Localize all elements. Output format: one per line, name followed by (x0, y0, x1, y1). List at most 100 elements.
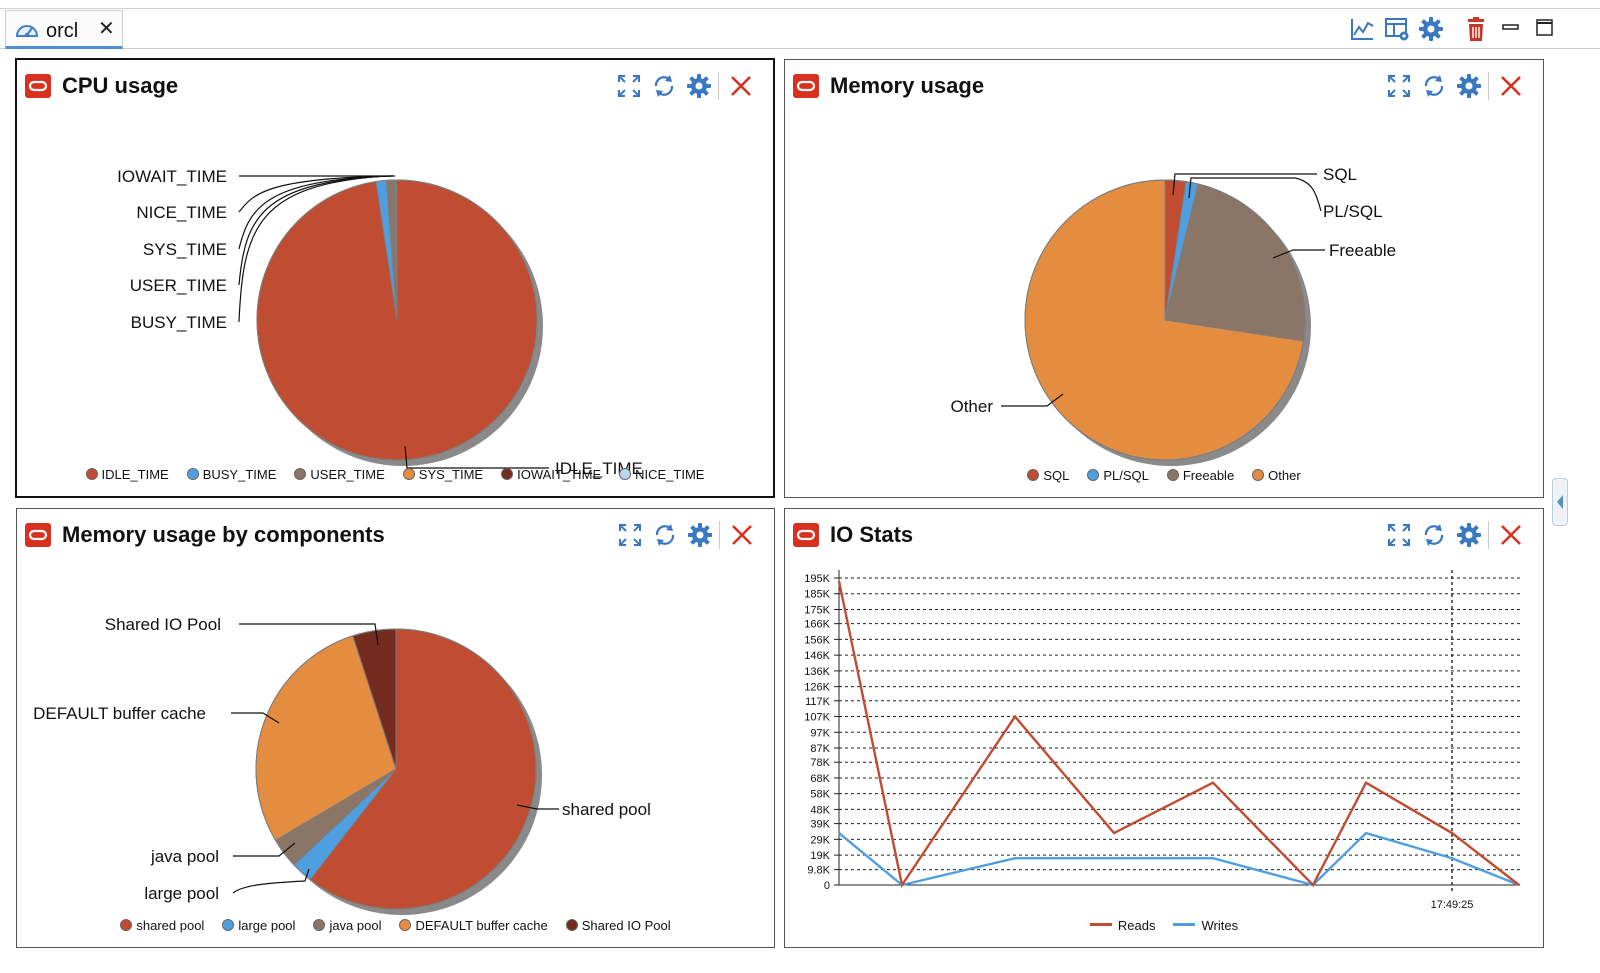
chart-line-icon[interactable] (1348, 15, 1376, 43)
pie-outline (256, 179, 538, 461)
maximize-icon[interactable] (1532, 15, 1560, 43)
legend-label: Freeable (1182, 468, 1235, 484)
chevron-left-icon (1557, 495, 1563, 509)
gear-icon[interactable] (1455, 72, 1483, 100)
oracle-logo-icon (793, 74, 819, 98)
legend-swatch (186, 468, 199, 481)
legend-item-sys-time[interactable]: SYS_TIME (402, 467, 484, 483)
panel-header: IO Stats (793, 519, 1535, 551)
label-leader-line (232, 868, 310, 894)
tab-label: orcl (46, 20, 79, 42)
gear-icon[interactable] (1417, 15, 1445, 43)
gear-icon[interactable] (685, 72, 713, 100)
legend-item-large-pool[interactable]: large pool (222, 918, 295, 933)
panel-title: CPU usage (62, 73, 179, 98)
y-tick-label: 48K (810, 804, 830, 816)
gear-icon[interactable] (1455, 521, 1483, 549)
legend-swatch (565, 919, 578, 932)
y-tick-label: 156K (804, 634, 830, 646)
y-tick-label: 97K (810, 727, 830, 739)
legend-label: Other (1268, 468, 1301, 484)
tab-close-icon[interactable]: ✕ (98, 18, 115, 40)
expand-icon[interactable] (615, 72, 643, 100)
panel-actions (1385, 519, 1535, 551)
close-icon[interactable] (1497, 521, 1525, 549)
pie-label-sql: SQL (1323, 165, 1357, 184)
series-line-reads[interactable] (837, 580, 1520, 889)
legend-item-busy-time[interactable]: BUSY_TIME (186, 467, 276, 482)
pie-label-pl-sql: PL/SQL (1323, 202, 1383, 221)
legend-item-freeable[interactable]: Freeable (1166, 468, 1235, 484)
tab-orcl[interactable]: orcl ✕ (5, 10, 123, 49)
y-tick-label: 136K (804, 666, 830, 678)
legend-label: large pool (238, 918, 296, 934)
legend-label: PL/SQL (1103, 468, 1149, 484)
memory-components-panel: Memory usage by components Shared IO Pool… (16, 508, 775, 948)
expand-icon[interactable] (1385, 521, 1413, 549)
y-tick-label: 185K (804, 589, 830, 601)
refresh-icon[interactable] (1420, 72, 1448, 100)
legend-swatch (1087, 469, 1100, 482)
gear-icon[interactable] (686, 521, 714, 549)
panel-header: Memory usage (793, 70, 1535, 102)
legend-item-shared-io-pool[interactable]: Shared IO Pool (565, 918, 671, 933)
y-tick-label: 0 (824, 880, 830, 892)
legend-item-reads[interactable]: Reads (1089, 918, 1155, 933)
legend-label: SYS_TIME (418, 467, 484, 483)
legend-item-default-buffer-cache[interactable]: DEFAULT buffer cache (399, 918, 548, 933)
dashboard-gauge-icon (15, 25, 39, 37)
legend-swatch (1252, 469, 1265, 482)
label-leader-line (238, 175, 392, 250)
legend-item-java-pool[interactable]: java pool (313, 918, 381, 933)
close-icon[interactable] (1497, 72, 1525, 100)
y-tick-label: 68K (810, 773, 830, 785)
refresh-icon[interactable] (650, 72, 678, 100)
legend-swatch (85, 468, 98, 481)
io-stats-panel: IO Stats 195K 185K 175K 166K 156K 146K 136K 126K… (784, 508, 1544, 948)
legend-item-user-time[interactable]: USER_TIME (294, 467, 385, 482)
pie-label-large-pool: large pool (144, 884, 219, 903)
legend-item-idle-time[interactable]: IDLE_TIME (85, 467, 169, 482)
close-icon[interactable] (727, 72, 755, 100)
label-leader-line (516, 804, 559, 810)
refresh-icon[interactable] (1420, 521, 1448, 549)
label-leader-line (238, 175, 388, 323)
y-tick-label: 117K (805, 696, 831, 708)
panel-actions (616, 519, 766, 551)
legend-swatch (222, 919, 235, 932)
side-panel-handle[interactable] (1552, 478, 1568, 526)
expand-icon[interactable] (1385, 72, 1413, 100)
legend-label: IOWAIT_TIME (517, 467, 602, 483)
legend-item-other[interactable]: Other (1252, 468, 1301, 483)
chart-legend: IDLE_TIME BUSY_TIME USER_TIME SYS_TIME IOWAI… (17, 466, 773, 486)
refresh-icon[interactable] (651, 521, 679, 549)
oracle-logo-icon (793, 523, 819, 547)
y-tick-label: 58K (810, 789, 830, 801)
legend-swatch (1173, 923, 1196, 927)
trash-icon[interactable] (1462, 15, 1490, 43)
legend-item-writes[interactable]: Writes (1173, 918, 1238, 933)
legend-swatch (501, 468, 514, 481)
legend-swatch (1089, 923, 1112, 927)
pie-label-nice-time: NICE_TIME (136, 203, 227, 222)
layout-settings-icon[interactable] (1383, 15, 1411, 43)
legend-label: java pool (329, 918, 382, 934)
close-icon[interactable] (728, 521, 756, 549)
memory-usage-panel: Memory usage SQL PL/SQL Freeable Other SQL PL/… (784, 59, 1544, 498)
legend-label: shared pool (136, 918, 205, 934)
series-line-writes[interactable] (838, 831, 1520, 887)
pie-chart: Shared IO Pool DEFAULT buffer cache java p… (33, 615, 651, 915)
legend-swatch (294, 468, 307, 481)
pie-outline (1024, 179, 1306, 461)
legend-item-iowait-time[interactable]: IOWAIT_TIME (501, 467, 601, 482)
label-leader-line (1272, 249, 1325, 259)
legend-item-nice-time[interactable]: NICE_TIME (619, 467, 704, 482)
legend-label: NICE_TIME (635, 467, 705, 483)
label-leader-line (1188, 177, 1322, 212)
legend-item-shared-pool[interactable]: shared pool (120, 918, 204, 933)
legend-item-pl-sql[interactable]: PL/SQL (1087, 468, 1149, 483)
minimize-icon[interactable] (1498, 15, 1526, 43)
legend-item-sql[interactable]: SQL (1027, 468, 1069, 483)
expand-icon[interactable] (616, 521, 644, 549)
